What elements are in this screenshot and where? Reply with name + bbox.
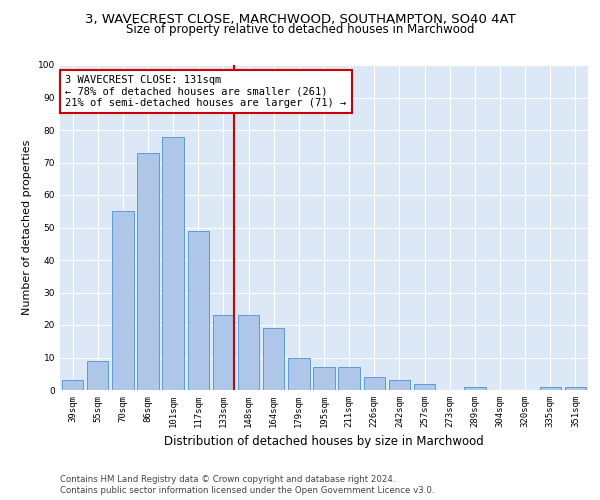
Text: Size of property relative to detached houses in Marchwood: Size of property relative to detached ho…: [126, 22, 474, 36]
Bar: [263, 328, 284, 390]
Bar: [313, 367, 335, 390]
Bar: [188, 231, 209, 390]
Bar: [338, 367, 360, 390]
Bar: [87, 361, 109, 390]
Bar: [565, 387, 586, 390]
Bar: [62, 380, 83, 390]
Bar: [137, 153, 158, 390]
Bar: [288, 358, 310, 390]
Bar: [464, 387, 485, 390]
Bar: [389, 380, 410, 390]
Text: 3 WAVECREST CLOSE: 131sqm
← 78% of detached houses are smaller (261)
21% of semi: 3 WAVECREST CLOSE: 131sqm ← 78% of detac…: [65, 74, 347, 108]
X-axis label: Distribution of detached houses by size in Marchwood: Distribution of detached houses by size …: [164, 436, 484, 448]
Text: Contains HM Land Registry data © Crown copyright and database right 2024.: Contains HM Land Registry data © Crown c…: [60, 475, 395, 484]
Bar: [414, 384, 435, 390]
Bar: [213, 316, 234, 390]
Bar: [112, 211, 134, 390]
Text: 3, WAVECREST CLOSE, MARCHWOOD, SOUTHAMPTON, SO40 4AT: 3, WAVECREST CLOSE, MARCHWOOD, SOUTHAMPT…: [85, 12, 515, 26]
Text: Contains public sector information licensed under the Open Government Licence v3: Contains public sector information licen…: [60, 486, 434, 495]
Bar: [364, 377, 385, 390]
Bar: [539, 387, 561, 390]
Y-axis label: Number of detached properties: Number of detached properties: [22, 140, 32, 315]
Bar: [163, 136, 184, 390]
Bar: [238, 316, 259, 390]
